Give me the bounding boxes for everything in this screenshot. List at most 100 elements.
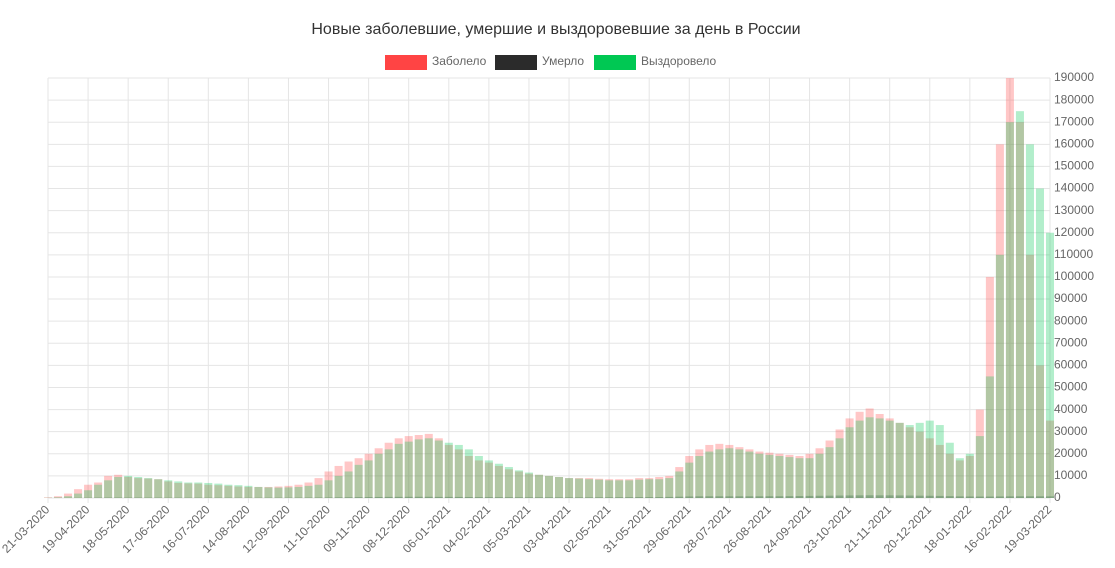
bar	[114, 477, 123, 498]
bar	[514, 497, 523, 498]
bar	[795, 458, 804, 498]
y-tick-label: 70000	[1054, 335, 1088, 349]
bar	[885, 420, 894, 498]
bar	[324, 471, 333, 498]
bar	[434, 438, 443, 498]
bar	[274, 487, 283, 498]
bar	[995, 496, 1004, 498]
bar	[715, 496, 724, 498]
bar	[885, 418, 894, 498]
bar	[565, 497, 574, 498]
bar	[394, 496, 403, 498]
bar	[344, 461, 353, 498]
bar	[474, 456, 483, 498]
bar	[84, 490, 93, 498]
bar	[464, 497, 473, 498]
bar	[1045, 420, 1055, 498]
bar	[434, 440, 443, 498]
bar	[254, 486, 263, 498]
bar	[555, 477, 564, 498]
bar	[905, 427, 914, 498]
bar	[555, 477, 564, 498]
bar	[154, 479, 163, 498]
bar	[615, 497, 624, 498]
bar	[244, 485, 253, 498]
bar	[645, 497, 654, 498]
bar	[104, 480, 113, 498]
bar	[855, 411, 864, 498]
bar	[635, 497, 644, 498]
bar	[975, 436, 984, 498]
bar	[434, 496, 443, 498]
bar	[124, 477, 133, 498]
bar	[1025, 254, 1034, 498]
bar	[785, 496, 794, 498]
bar	[935, 444, 944, 498]
bar	[214, 483, 223, 498]
bar	[755, 453, 764, 498]
bar	[1045, 232, 1055, 498]
bar	[454, 496, 463, 498]
bar	[354, 464, 363, 498]
bar	[384, 449, 393, 498]
y-tick-label: 50000	[1054, 380, 1088, 394]
bar	[735, 449, 744, 498]
bar	[965, 456, 974, 498]
bar	[775, 453, 784, 498]
bar	[454, 444, 463, 498]
bar	[715, 443, 724, 498]
bar	[1005, 122, 1014, 499]
legend-swatch	[495, 55, 537, 70]
y-tick-label: 80000	[1054, 313, 1088, 327]
bar	[364, 460, 373, 498]
bar	[585, 479, 594, 498]
y-tick-label: 90000	[1054, 291, 1088, 305]
bar	[895, 422, 904, 498]
bar	[94, 482, 103, 498]
bar	[845, 418, 854, 498]
bar	[174, 482, 183, 498]
bar	[885, 495, 894, 498]
bar	[735, 447, 744, 498]
bar	[224, 484, 233, 498]
bar	[1035, 365, 1044, 498]
bar	[444, 496, 453, 498]
bar	[685, 456, 694, 498]
bar	[555, 497, 564, 498]
bar	[835, 495, 844, 498]
bar	[705, 496, 714, 498]
bar	[444, 442, 453, 498]
bar	[745, 449, 754, 498]
bar	[404, 436, 413, 498]
bar	[144, 478, 153, 498]
bar	[935, 425, 944, 498]
bar	[474, 497, 483, 498]
bar	[384, 442, 393, 498]
bar	[775, 456, 784, 498]
bar	[685, 462, 694, 498]
bar	[1015, 496, 1024, 498]
bar	[394, 443, 403, 498]
y-tick-label: 170000	[1054, 114, 1094, 128]
bar	[845, 427, 854, 498]
bar	[534, 474, 543, 498]
y-tick-label: 60000	[1054, 358, 1088, 372]
bar	[825, 495, 834, 498]
y-tick-label: 140000	[1054, 181, 1094, 195]
bar	[524, 472, 533, 498]
bar	[945, 453, 954, 498]
bar	[865, 417, 874, 498]
bar	[805, 458, 814, 498]
bar	[334, 475, 343, 498]
bar	[865, 495, 874, 498]
bar	[855, 420, 864, 498]
bar	[875, 418, 884, 498]
bar	[735, 496, 744, 498]
bar	[1015, 122, 1024, 499]
legend-label: Умерло	[542, 54, 584, 68]
bar	[675, 496, 684, 498]
bar	[895, 422, 904, 498]
bar	[765, 452, 774, 498]
bar	[424, 438, 433, 498]
bar	[675, 467, 684, 498]
